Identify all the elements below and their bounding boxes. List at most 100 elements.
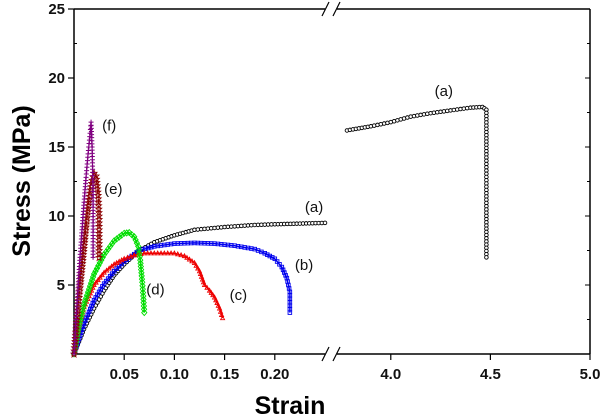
diamond-marker [139, 282, 146, 290]
annotations: (a) (a) (b) (c) (d) (e) (f) [102, 83, 453, 304]
triangle-marker [168, 250, 174, 256]
triangle-marker [204, 284, 210, 290]
square-marker [272, 256, 278, 262]
triangle-marker [186, 256, 193, 262]
triangle-marker [184, 254, 190, 260]
diamond-marker [104, 245, 112, 253]
triangle-marker [128, 253, 134, 259]
square-marker [86, 309, 92, 315]
triangle-marker [148, 250, 154, 256]
star-marker [95, 249, 104, 258]
diamond-marker [136, 253, 143, 261]
triangle-marker [124, 254, 131, 260]
diamond-marker [100, 250, 108, 259]
triangle-marker [171, 250, 178, 256]
circle-marker [322, 220, 328, 226]
triangle-marker [215, 302, 222, 308]
square-marker [287, 310, 293, 315]
triangle-marker [151, 250, 158, 256]
triangle-marker [87, 290, 94, 296]
triangle-marker [131, 252, 137, 258]
x-tick-label: 5.0 [580, 366, 601, 383]
y-tick-label: 5 [57, 277, 65, 294]
axis-break-mark [332, 346, 341, 362]
axis-break-mark [332, 1, 341, 17]
x-tick-label: 0.15 [210, 366, 239, 383]
diamond-marker [138, 269, 145, 277]
square-marker [143, 246, 148, 252]
square-marker [149, 244, 154, 250]
star-marker [95, 218, 104, 227]
square-marker [111, 268, 117, 274]
triangle-marker [189, 258, 195, 264]
triangle-marker [214, 299, 220, 305]
square-marker [140, 247, 145, 252]
series-line [73, 252, 224, 355]
triangle-marker [144, 250, 151, 256]
axis-break-mark [321, 1, 330, 17]
diamond-marker [123, 229, 130, 237]
diamond-marker [135, 242, 142, 251]
triangle-marker [211, 294, 218, 300]
annotation-label: (c) [230, 287, 248, 304]
square-marker [85, 312, 91, 318]
diamond-marker [113, 235, 120, 243]
diamond-marker [133, 239, 141, 247]
axis-break-mark [321, 346, 330, 362]
star-marker [95, 211, 104, 220]
star-marker [95, 229, 104, 238]
star-marker [95, 236, 104, 245]
y-tick-label: 10 [48, 208, 65, 225]
x-tick-label: 0.10 [160, 366, 189, 383]
y-tick-label: 20 [48, 70, 65, 87]
triangle-marker [95, 276, 101, 283]
star-marker [95, 246, 104, 255]
x-axis-label: Strain [255, 392, 326, 416]
diamond-marker [121, 229, 128, 237]
triangle-marker [154, 250, 161, 256]
diamond-marker [115, 233, 123, 241]
triangle-marker [193, 262, 199, 268]
triangle-marker [178, 251, 184, 258]
square-marker [282, 270, 287, 275]
triangle-marker [99, 271, 105, 278]
diamond-marker [110, 237, 118, 245]
series-f [71, 119, 96, 357]
series-layer [69, 104, 489, 358]
diamond-marker [135, 246, 142, 254]
square-marker [279, 264, 285, 270]
diamond-marker [108, 239, 116, 248]
triangle-marker [191, 259, 198, 265]
triangle-marker [181, 252, 188, 259]
triangle-marker [213, 297, 219, 303]
diamond-marker [138, 272, 145, 280]
star-marker [95, 225, 104, 234]
square-marker [274, 259, 280, 264]
diamond-marker [95, 261, 102, 270]
diamond-marker [102, 248, 110, 256]
triangle-marker [201, 281, 208, 288]
x-tick-label: 4.5 [480, 366, 501, 383]
axes: 5 10 15 20 25 0.05 0.10 0.15 0.20 4.0 4.5 5.0 [48, 1, 600, 383]
diamond-marker [140, 298, 147, 307]
triangle-marker [93, 279, 99, 285]
triangle-marker [219, 314, 226, 321]
annotation-label: (e) [104, 181, 122, 198]
triangle-marker [217, 308, 224, 314]
star-marker [95, 222, 104, 231]
series-a [71, 104, 489, 357]
diamond-marker [138, 275, 146, 283]
triangle-marker [206, 287, 213, 293]
diamond-marker [93, 264, 101, 273]
diamond-marker [137, 262, 145, 271]
diamond-marker [139, 285, 146, 293]
square-marker [90, 300, 96, 306]
square-marker [114, 266, 119, 272]
square-marker [84, 315, 89, 321]
triangle-marker [164, 250, 171, 256]
plus-marker [90, 254, 96, 260]
x-tick-label: 0.20 [260, 366, 289, 383]
diamond-marker [140, 295, 147, 304]
triangle-marker [218, 311, 225, 317]
